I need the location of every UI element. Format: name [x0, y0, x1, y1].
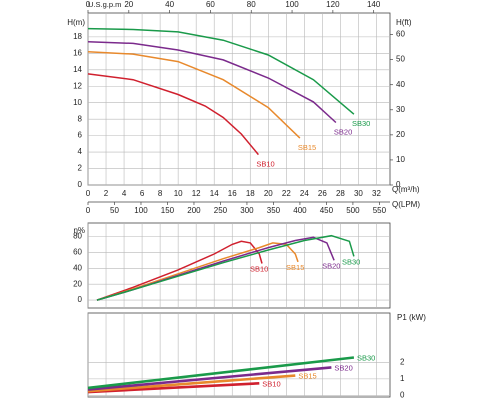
curve [96, 242, 299, 301]
lpm-axis-label: Q(LPM) [392, 200, 420, 209]
x-tick-label: 32 [372, 189, 381, 198]
x-tick-label: 16 [228, 189, 237, 198]
lpm-tick-label: 150 [161, 206, 175, 215]
series-label: SB30 [352, 119, 370, 128]
x-tick-label: 26 [318, 189, 327, 198]
x-tick-label: 18 [246, 189, 255, 198]
x-axis-label: Q(m³/h) [392, 185, 420, 194]
series-label: SB10 [256, 160, 274, 169]
y-tick-label: 1 [400, 374, 405, 383]
y-tick-label: 18 [73, 32, 82, 41]
series-label: SB10 [250, 264, 268, 273]
series-label: SB30 [342, 257, 360, 266]
curve [87, 356, 355, 390]
y-axis-label: η% [73, 226, 85, 235]
y-tick-label: 2 [78, 164, 83, 173]
x-tick-label: 2 [104, 189, 109, 198]
x-tick-label: 22 [282, 189, 291, 198]
top-tick-label: 120 [326, 0, 340, 9]
lpm-tick-label: 500 [346, 206, 360, 215]
y-tick-label: 6 [78, 131, 83, 140]
series-label: SB20 [322, 261, 340, 270]
x-tick-label: 30 [354, 189, 363, 198]
curve [96, 234, 355, 301]
y-tick-label: 8 [78, 114, 83, 123]
curve [96, 240, 263, 301]
x-tick-label: 0 [86, 189, 91, 198]
lpm-tick-label: 50 [110, 206, 119, 215]
top-tick-label: 0 [86, 0, 91, 9]
y-tick-label: 4 [78, 147, 83, 156]
series-label: SB30 [357, 353, 375, 362]
lpm-tick-label: 100 [134, 206, 148, 215]
x-tick-label: 20 [264, 189, 273, 198]
y2-tick-label: 50 [396, 55, 405, 64]
y2-tick-label: 40 [396, 80, 405, 89]
top-axis-label: U.S.g.p.m [88, 0, 121, 9]
top-tick-label: 80 [247, 0, 256, 9]
series-label: SB15 [298, 143, 316, 152]
y-axis-label: H(m) [67, 18, 85, 27]
lpm-tick-label: 450 [320, 206, 334, 215]
lpm-tick-label: 0 [86, 206, 91, 215]
y-tick-label: 2 [400, 358, 405, 367]
y2-tick-label: 10 [396, 155, 405, 164]
lpm-tick-label: 250 [214, 206, 228, 215]
y2-tick-label: 0 [396, 180, 401, 189]
x-tick-label: 6 [140, 189, 145, 198]
lpm-tick-label: 400 [293, 206, 307, 215]
curve [87, 382, 260, 394]
x-tick-label: 4 [122, 189, 127, 198]
lpm-tick-label: 200 [187, 206, 201, 215]
series-label: SB10 [262, 379, 280, 388]
y-tick-label: 12 [73, 81, 82, 90]
y2-tick-label: 60 [396, 30, 405, 39]
x-tick-label: 14 [210, 189, 219, 198]
curve [87, 374, 296, 393]
curve [87, 41, 337, 124]
lpm-tick-label: 350 [267, 206, 281, 215]
curve [87, 50, 301, 139]
top-tick-label: 60 [206, 0, 215, 9]
x-tick-label: 10 [174, 189, 183, 198]
lpm-tick-label: 300 [240, 206, 254, 215]
x-tick-label: 24 [300, 189, 309, 198]
curve [87, 27, 355, 115]
y-tick-label: 0 [78, 180, 83, 189]
x-tick-label: 12 [192, 189, 201, 198]
plot-frame [87, 12, 391, 186]
top-tick-label: 100 [285, 0, 299, 9]
y2-tick-label: 30 [396, 105, 405, 114]
y-tick-label: 80 [73, 232, 82, 241]
y2-axis-label: H(ft) [396, 18, 412, 27]
y-tick-label: 20 [73, 279, 82, 288]
y-tick-label: 60 [73, 248, 82, 257]
series-label: SB20 [334, 127, 352, 136]
y-tick-label: 14 [73, 65, 82, 74]
x-tick-label: 8 [158, 189, 163, 198]
curve [87, 73, 259, 156]
top-tick-label: 140 [367, 0, 381, 9]
y-axis-label: P1 (kW) [397, 313, 426, 322]
series-label: SB15 [286, 263, 304, 272]
y-tick-label: 0 [400, 390, 405, 399]
y-tick-label: 40 [73, 263, 82, 272]
series-label: SB15 [298, 372, 316, 381]
series-label: SB20 [334, 363, 352, 372]
curve [87, 366, 332, 391]
y-tick-label: 0 [78, 295, 83, 304]
x-tick-label: 28 [336, 189, 345, 198]
y-tick-label: 10 [73, 98, 82, 107]
y-tick-label: 16 [73, 48, 82, 57]
top-tick-label: 40 [165, 0, 174, 9]
y2-tick-label: 20 [396, 130, 405, 139]
top-tick-label: 20 [124, 0, 133, 9]
lpm-tick-label: 550 [373, 206, 387, 215]
